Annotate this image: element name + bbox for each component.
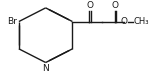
Text: N: N: [42, 64, 49, 73]
Text: O: O: [121, 17, 128, 26]
Text: CH₃: CH₃: [133, 17, 149, 26]
Text: O: O: [87, 1, 94, 10]
Text: O: O: [112, 1, 119, 10]
Text: Br: Br: [8, 17, 18, 26]
